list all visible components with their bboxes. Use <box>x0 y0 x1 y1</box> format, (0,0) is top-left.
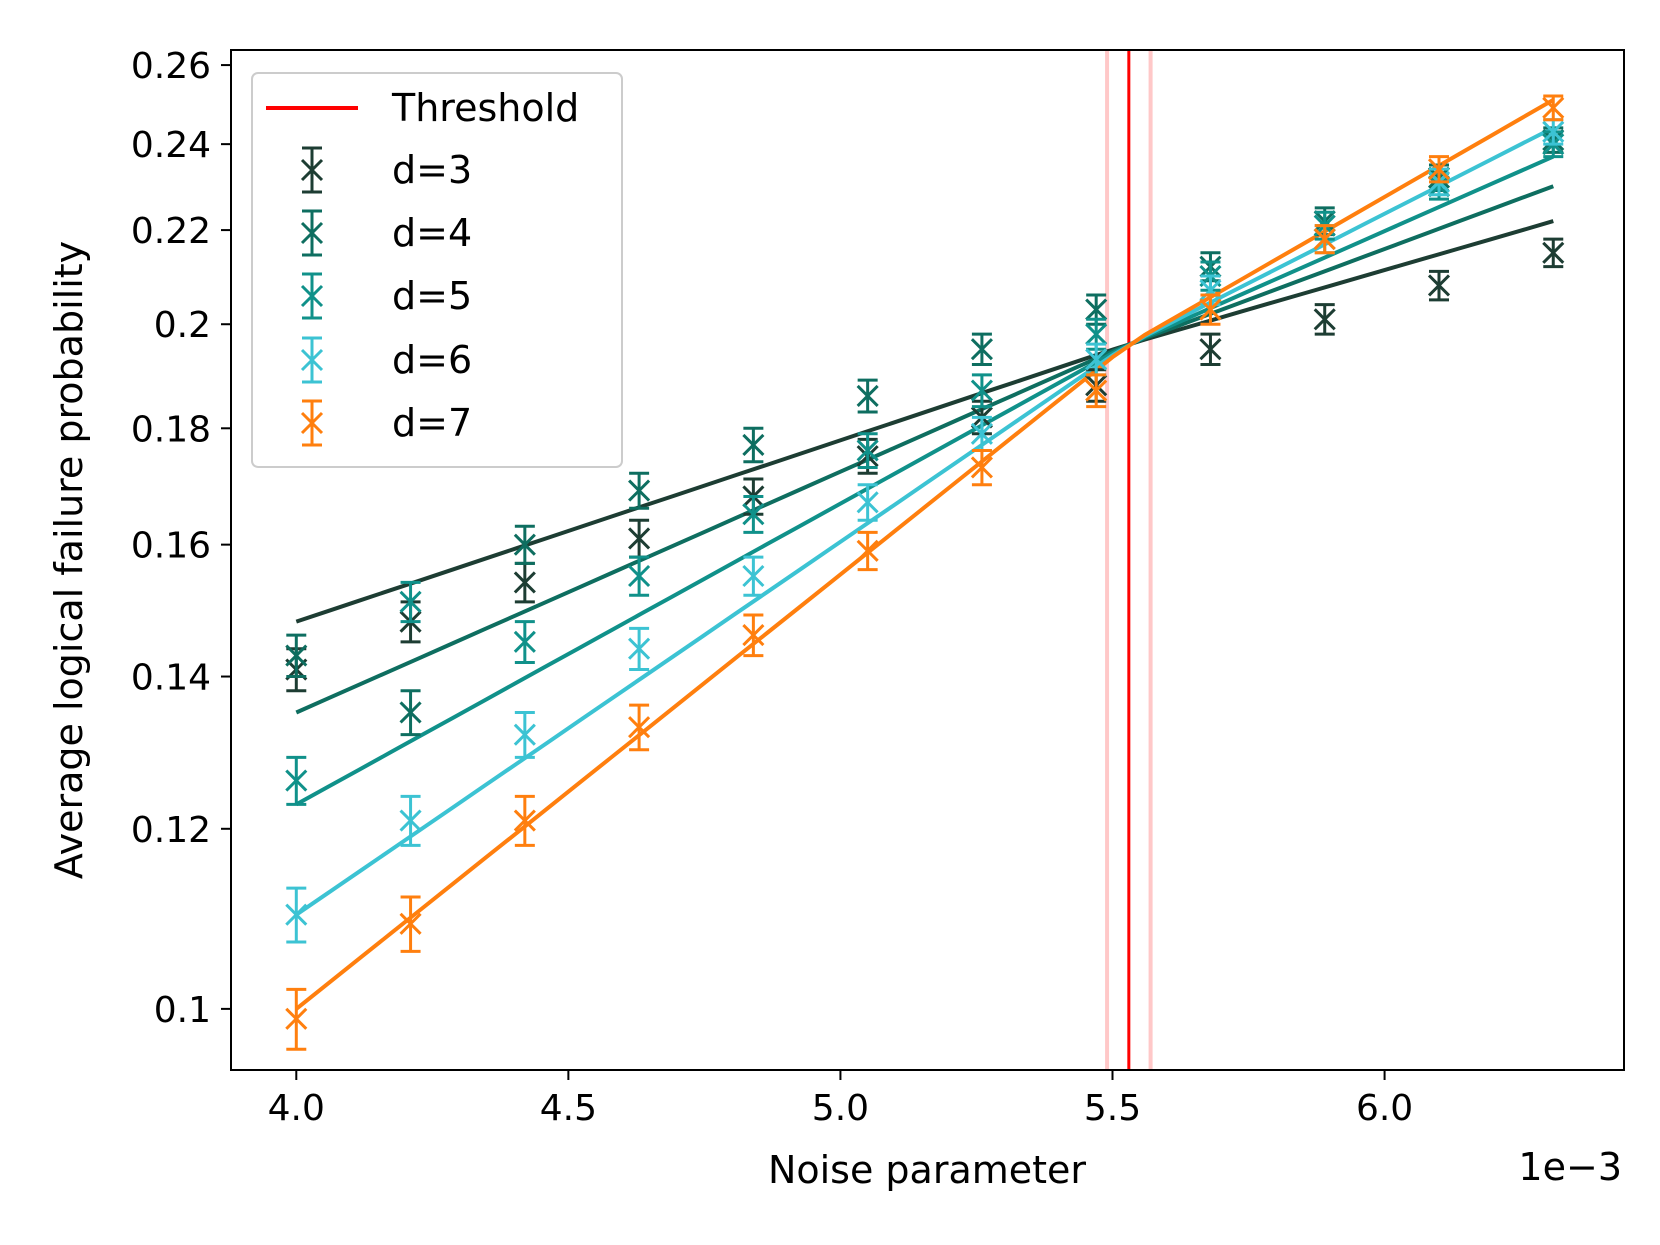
y-tick-label: 0.16 <box>131 526 211 567</box>
data-point-d=4 <box>285 633 308 679</box>
x-tick-label: 5.0 <box>812 1088 869 1129</box>
data-point-d=3 <box>628 518 651 559</box>
y-tick-label: 0.26 <box>131 46 211 87</box>
fit-line-d=7 <box>295 98 1555 1011</box>
data-point-d=5 <box>856 432 879 469</box>
data-point-d=4 <box>399 689 422 737</box>
y-tick-label: 0.2 <box>154 305 211 346</box>
data-point-d=5 <box>285 755 308 806</box>
data-point-d=7 <box>1542 94 1565 122</box>
data-point-d=3 <box>1542 237 1565 269</box>
data-point-d=5 <box>513 620 536 665</box>
data-point-d=7 <box>1427 155 1451 184</box>
x-tick-label: 6.0 <box>1356 1088 1413 1129</box>
data-point-d=7 <box>970 448 993 487</box>
legend-swatch-d=7 <box>300 399 324 447</box>
data-point-d=5 <box>628 555 651 597</box>
y-tick-label: 0.18 <box>131 409 211 450</box>
legend-threshold-label: Threshold <box>391 86 579 130</box>
legend-swatch-d=4 <box>300 209 324 257</box>
y-axis-label: Average logical failure probability <box>47 241 91 879</box>
legend-label-d=3: d=3 <box>392 148 472 192</box>
fit-line-d=6 <box>295 126 1555 917</box>
data-point-d=3 <box>1199 332 1222 367</box>
data-point-d=7 <box>513 794 536 847</box>
x-tick-label: 4.5 <box>540 1088 597 1129</box>
x-axis-offset-label: 1e−3 <box>1518 1145 1622 1189</box>
y-tick-label: 0.1 <box>154 990 211 1031</box>
data-point-d=7 <box>742 613 765 658</box>
y-tick-label: 0.22 <box>131 211 211 252</box>
data-point-d=4 <box>742 426 765 464</box>
legend-frame <box>251 72 623 468</box>
data-point-d=3 <box>1427 269 1451 302</box>
data-point-d=7 <box>856 530 879 572</box>
data-point-d=5 <box>399 580 422 624</box>
data-point-d=3 <box>1313 303 1336 336</box>
data-point-d=5 <box>970 373 993 409</box>
x-axis-label: Noise parameter <box>768 1148 1086 1192</box>
data-point-d=6 <box>285 886 308 944</box>
data-point-d=5 <box>742 494 765 534</box>
legend-label-d=4: d=4 <box>392 211 472 255</box>
plot-frame <box>230 49 1625 1071</box>
y-tick-label: 0.14 <box>131 658 211 699</box>
legend-swatch-d=6 <box>300 336 324 384</box>
data-point-d=7 <box>1313 224 1336 255</box>
y-tick-label: 0.24 <box>131 125 211 166</box>
y-tick-label: 0.12 <box>131 810 211 851</box>
data-point-d=6 <box>628 626 651 672</box>
fit-line-d=4 <box>295 184 1554 715</box>
data-point-d=7 <box>399 895 422 953</box>
data-point-d=7 <box>628 703 651 752</box>
data-point-d=4 <box>970 332 993 367</box>
data-point-d=6 <box>513 710 536 759</box>
legend-label-d=5: d=5 <box>392 274 472 318</box>
fit-line-d=3 <box>295 219 1554 624</box>
data-point-d=4 <box>628 471 651 510</box>
data-point-d=6 <box>399 794 422 847</box>
data-point-d=7 <box>1085 373 1108 409</box>
data-point-d=4 <box>513 524 536 565</box>
legend-label-d=6: d=6 <box>392 338 472 382</box>
data-point-d=7 <box>1199 293 1222 326</box>
legend-swatch-d=3 <box>300 146 324 194</box>
legend-swatch-d=5 <box>300 272 324 320</box>
data-point-d=6 <box>742 555 765 597</box>
fit-line-d=5 <box>295 154 1555 807</box>
data-point-d=4 <box>856 378 879 414</box>
legend-label-d=7: d=7 <box>392 401 472 445</box>
data-point-d=4 <box>1085 293 1108 326</box>
data-point-d=7 <box>285 987 308 1051</box>
y-axis: 0.1 0.12 0.14 0.16 0.18 0.2 0.22 0.24 0.26 <box>131 46 231 1031</box>
x-tick-label: 4.0 <box>268 1088 325 1129</box>
data-point-d=6 <box>856 483 879 522</box>
legend: Threshold d=3 d=4 d=5 d=6 d=7 <box>251 72 623 468</box>
x-axis: 4.0 4.5 5.0 5.5 6.0 <box>268 1070 1413 1129</box>
x-tick-label: 5.5 <box>1084 1088 1141 1129</box>
